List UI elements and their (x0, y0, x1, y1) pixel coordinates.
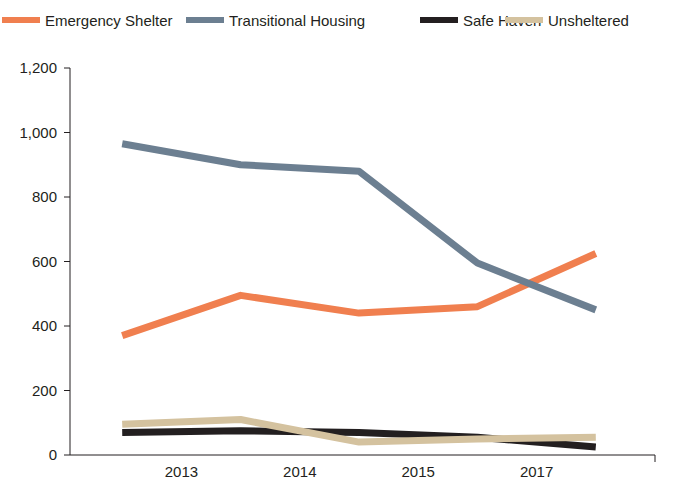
y-tick (64, 197, 70, 198)
chart: 0 200 400 600 800 1,000 1,200 2013 2014 2015 2017 E… (0, 0, 674, 490)
legend-swatch (420, 17, 458, 23)
y-tick (64, 326, 70, 327)
legend-swatch (505, 17, 543, 23)
y-tick-label: 600 (32, 253, 57, 270)
y-tick (64, 132, 70, 133)
y-tick-label: 1,000 (19, 124, 57, 141)
x-tick-label: 2013 (165, 463, 198, 480)
legend-label: Transitional Housing (229, 12, 365, 29)
x-tick-label: 2017 (520, 463, 553, 480)
legend-label: Unsheltered (548, 12, 629, 29)
y-tick-label: 800 (32, 188, 57, 205)
series-group (122, 144, 596, 447)
y-tick (64, 390, 70, 391)
x-tick-label: 2014 (283, 463, 316, 480)
line-series (122, 144, 596, 310)
legend: Emergency ShelterTransitional HousingSaf… (2, 12, 629, 29)
legend-swatch (2, 17, 40, 23)
line-series (122, 420, 596, 443)
y-tick (64, 68, 70, 69)
x-axis-end (655, 455, 656, 462)
x-tick-label: 2015 (402, 463, 435, 480)
legend-label: Emergency Shelter (45, 12, 173, 29)
y-tick (64, 455, 70, 456)
y-tick-label: 400 (32, 317, 57, 334)
line-series (122, 253, 596, 335)
x-axis (70, 455, 655, 456)
y-tick-label: 0 (49, 446, 57, 463)
y-tick (64, 261, 70, 262)
y-tick-label: 200 (32, 382, 57, 399)
legend-swatch (186, 17, 224, 23)
y-tick-label: 1,200 (19, 59, 57, 76)
